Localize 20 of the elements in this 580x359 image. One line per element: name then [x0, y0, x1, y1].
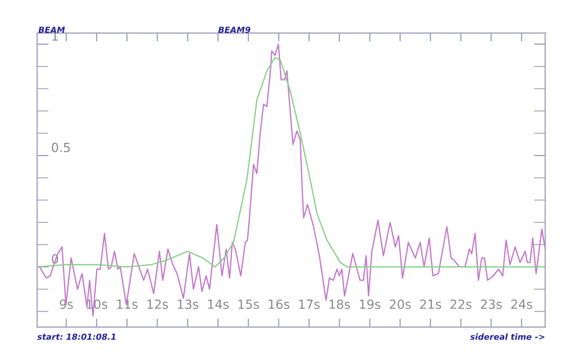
x-tick-label: 16s: [268, 299, 290, 309]
y-tick-label: 0.5: [52, 142, 70, 152]
x-tick-label: 17s: [299, 300, 320, 309]
x-tick-label: 12s: [147, 299, 168, 309]
text: BEAM: [38, 26, 65, 33]
x-tick-label: 18s: [330, 299, 350, 309]
x-tick-label: 20s: [390, 299, 411, 309]
text: sidereal time ->: [470, 333, 544, 340]
x-tick-label: 13s: [178, 299, 198, 309]
x-tick-label: 22s: [450, 299, 472, 309]
x-tick-label: 9s: [60, 299, 73, 309]
text: BEAM9: [218, 26, 250, 33]
text: start: 18:01:08.1: [37, 334, 116, 340]
x-tick-label: 19s: [360, 299, 380, 309]
x-tick-label: 11s: [117, 300, 138, 309]
x-tick-label: 14s: [208, 300, 229, 309]
x-tick-label: 24s: [511, 299, 532, 309]
x-tick-label: 23s: [480, 299, 502, 309]
x-tick-label: 21s: [420, 299, 442, 309]
x-tick-label: 15s: [238, 300, 259, 309]
